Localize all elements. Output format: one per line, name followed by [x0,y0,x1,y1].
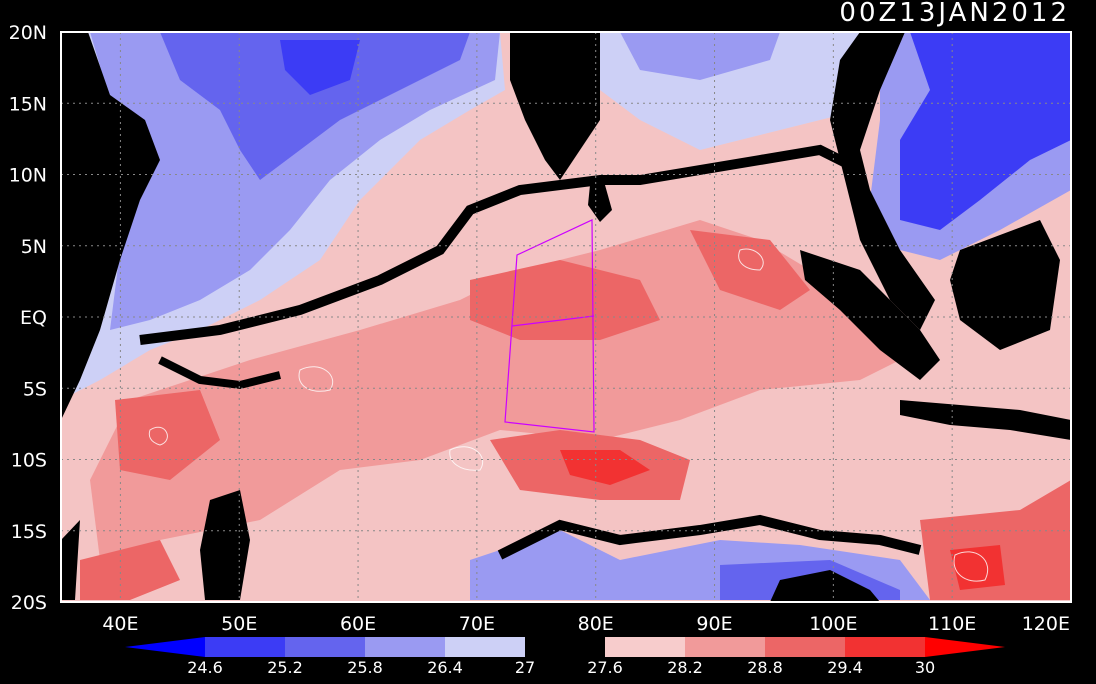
colorbar-tick-label: 30 [915,658,935,677]
colorbar-tick-label: 25.8 [347,658,383,677]
longitude-axis: 40E 50E 60E 70E 80E 90E 100E 110E 120E [102,613,1070,635]
lat-tick-label: 20N [9,22,47,44]
colorbar-tick-label: 26.4 [427,658,463,677]
lon-tick-label: 40E [102,613,138,635]
colorbar-segment [525,637,605,657]
lon-tick-label: 70E [459,613,495,635]
india-land [510,32,600,180]
lon-tick-label: 80E [578,613,614,635]
lat-tick-label: 10S [11,450,47,472]
borneo-land [950,220,1060,350]
isotherm-27-band-west [158,356,281,390]
map-frame [60,31,1072,603]
arabian-sea-colder-region [90,32,500,330]
colorbar-tick-label: 27 [515,658,535,677]
lon-tick-label: 110E [928,613,976,635]
mozambique-warm-patch [80,540,180,600]
colorbar-arrow-low [125,637,205,657]
south-hot-core [560,450,650,485]
lat-tick-label: EQ [20,307,47,329]
lat-tick-label: 10N [9,165,47,187]
colorbar-tick-label: 28.2 [667,658,703,677]
lon-tick-label: 50E [221,613,257,635]
australia-land [770,570,880,602]
colorbar: 24.6 25.2 25.8 26.4 27 27.6 28.2 28.8 29.4 30 [125,637,1005,677]
lat-tick-label: 15S [11,521,47,543]
arabian-sea-core-cold [280,40,360,95]
timestamp-label: 00Z13JAN2012 [839,0,1070,28]
lon-tick-label: 100E [809,613,857,635]
arabia-africa-land [61,32,160,420]
central-warm-patch [470,260,660,340]
colorbar-tick-label: 27.6 [587,658,623,677]
lon-tick-label: 120E [1022,613,1070,635]
arabian-sea-coldest-region [160,32,470,180]
sri-lanka-land [588,185,612,222]
analysis-box-divider [511,315,595,327]
colorbar-segment [285,637,365,657]
africa-east-land [61,520,80,600]
colorbar-segment [845,637,925,657]
analysis-box-outline [504,219,595,433]
sst-contour-lines [148,248,989,582]
eastern-warm-patch [690,230,810,310]
isotherm-27-band [139,144,863,345]
southeast-hot-core [950,545,1005,590]
lon-tick-label: 90E [696,613,732,635]
map-grid [61,32,1071,602]
colorbar-segment [685,637,765,657]
equatorial-warm-band [90,220,900,560]
isotherm-27-band-south [497,514,922,560]
lat-tick-label: 15N [9,93,47,115]
latitude-axis: 20N 15N 10N 5N EQ 5S 10S 15S 20S [9,22,47,614]
sumatra-land [800,250,940,380]
lat-tick-label: 20S [11,592,47,614]
colorbar-tick-label: 29.4 [827,658,863,677]
colorbar-tick-label: 28.8 [747,658,783,677]
lat-tick-label: 5S [23,378,47,400]
colorbar-arrow-high [925,637,1005,657]
lat-tick-label: 5N [21,236,47,258]
colorbar-segment [605,637,685,657]
colorbar-tick-label: 25.2 [267,658,303,677]
colorbar-tick-label: 24.6 [187,658,223,677]
colorbar-segment [445,637,525,657]
lon-tick-label: 60E [340,613,376,635]
southeast-asia-land [830,32,935,330]
madagascar-land [200,490,250,600]
south-china-sea-cold [900,32,1071,230]
colorbar-segment [765,637,845,657]
sst-field [61,32,1071,602]
colorbar-segment [365,637,445,657]
bay-of-bengal-colder-region [620,32,780,80]
colorbar-segment [205,637,285,657]
java-land [900,400,1071,440]
